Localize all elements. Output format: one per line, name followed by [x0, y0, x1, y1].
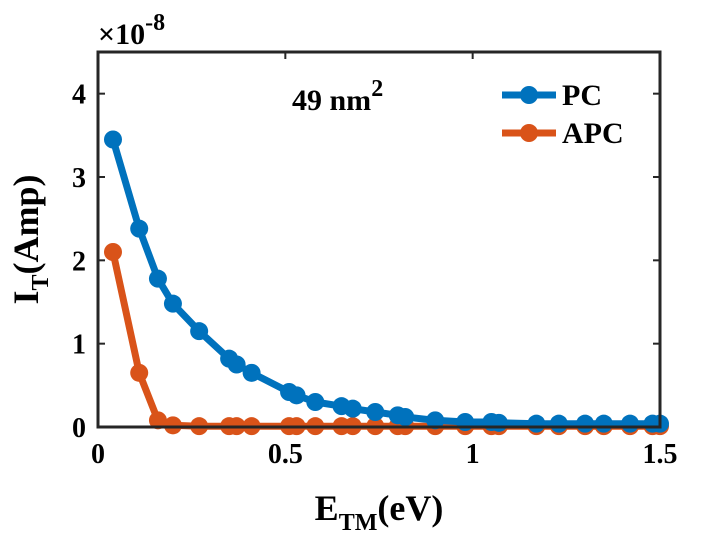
y-tick-label: 0 — [72, 413, 86, 444]
plot-frame — [96, 50, 662, 429]
data-point-pc — [396, 408, 415, 426]
legend-label-apc: APC — [562, 117, 624, 150]
legend-marker-pc — [520, 86, 538, 104]
labels-layer: ×10-8 49 nm2 ETM(eV) IT(Amp) — [6, 10, 443, 536]
data-point-pc — [190, 322, 209, 341]
x-axis-label: ETM(eV) — [315, 488, 444, 536]
data-point-pc — [366, 403, 385, 421]
data-point-pc — [148, 269, 167, 288]
legend-label-pc: PC — [562, 79, 602, 112]
data-point-pc — [576, 414, 595, 433]
data-point-pc — [103, 130, 122, 149]
data-point-pc — [343, 399, 362, 418]
y-multiplier-exp: -8 — [145, 10, 165, 36]
x-axis-label-rest: (eV) — [377, 488, 443, 528]
legend: PC APC — [502, 79, 624, 150]
data-point-pc — [549, 414, 568, 433]
data-point-pc — [287, 386, 306, 405]
y-tick-label: 3 — [72, 163, 86, 194]
y-axis-label: IT(Amp) — [6, 174, 54, 304]
data-point-pc — [594, 414, 613, 433]
data-point-pc — [130, 219, 149, 238]
area-annotation: 49 nm2 — [292, 76, 383, 117]
data-point-pc — [242, 363, 261, 382]
series-line-pc — [109, 138, 660, 428]
y-tick-label: 4 — [72, 80, 86, 111]
data-point-pc — [527, 414, 546, 433]
data-point-pc — [227, 355, 246, 374]
x-tick-label: 0.5 — [268, 439, 303, 470]
x-tick-label: 1.5 — [643, 439, 678, 470]
y-multiplier: ×10-8 — [98, 10, 165, 51]
series-layer — [103, 130, 669, 436]
y-tick-label: 1 — [72, 330, 86, 361]
legend-marker-apc — [520, 124, 538, 142]
y-tick-label: 2 — [72, 246, 86, 277]
data-point-pc — [306, 393, 325, 411]
area-annotation-text: 49 nm — [292, 84, 371, 117]
data-point-apc — [148, 411, 167, 430]
data-point-apc — [103, 243, 122, 261]
y-multiplier-base: ×10 — [98, 18, 145, 51]
y-axis-label-rest: (Amp) — [6, 174, 46, 274]
y-axis-label-base: I — [6, 290, 46, 304]
data-point-apc — [130, 363, 149, 382]
x-tick-label: 1 — [466, 439, 480, 470]
x-tick-label: 0 — [91, 439, 105, 470]
data-point-apc — [163, 416, 182, 435]
x-axis-label-sub: TM — [339, 510, 378, 536]
data-point-pc — [489, 413, 508, 432]
data-point-pc — [621, 414, 640, 433]
data-point-pc — [163, 294, 182, 313]
area-annotation-sup: 2 — [371, 76, 383, 102]
data-point-pc — [426, 411, 445, 430]
x-axis-label-base: E — [315, 488, 339, 528]
y-axis-label-sub: T — [28, 274, 54, 290]
